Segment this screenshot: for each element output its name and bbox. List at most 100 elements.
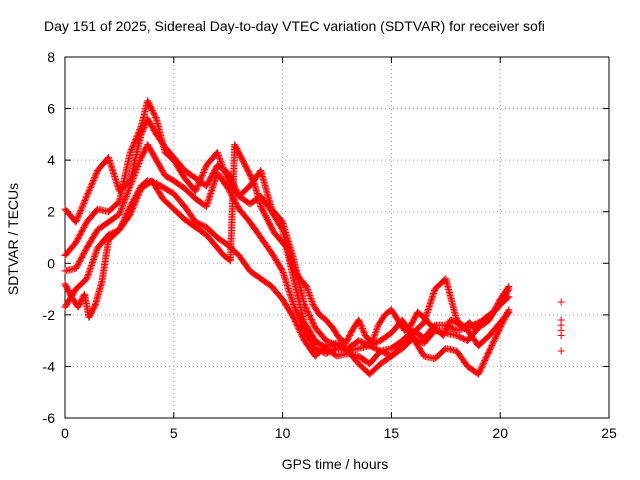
data-point [74, 214, 82, 222]
x-tick-label: 5 [170, 425, 178, 441]
data-point [131, 170, 139, 178]
data-point [136, 125, 144, 133]
data-point [89, 176, 97, 184]
data-point [504, 307, 512, 315]
data-point [127, 180, 135, 188]
data-point [198, 173, 206, 181]
data-point [131, 138, 139, 146]
data-point [83, 273, 91, 281]
data-point [133, 195, 141, 203]
data-point [373, 326, 381, 334]
data-point [132, 197, 140, 205]
data-point [221, 169, 229, 177]
data-point [292, 306, 300, 314]
data-point [199, 170, 207, 178]
data-point [76, 209, 84, 217]
data-point [76, 208, 84, 216]
data-point [125, 186, 133, 194]
x-tick-label: 0 [61, 425, 69, 441]
data-point [135, 190, 143, 198]
data-point [89, 257, 97, 265]
data-point [193, 183, 201, 191]
data-points [61, 97, 565, 378]
data-point [92, 250, 100, 258]
data-point [134, 161, 142, 169]
y-tick-label: -4 [43, 358, 56, 374]
data-point [130, 171, 138, 179]
data-point [505, 285, 513, 293]
data-point [80, 198, 88, 206]
data-point [293, 308, 301, 316]
data-point [557, 298, 565, 306]
data-point [130, 173, 138, 181]
data-point [308, 298, 316, 306]
data-point [217, 159, 225, 167]
data-point [125, 185, 133, 193]
data-point [222, 171, 230, 179]
data-point [131, 137, 139, 145]
data-point [199, 168, 207, 176]
data-point [303, 282, 311, 290]
data-point [135, 128, 143, 136]
data-point [80, 199, 88, 207]
axes [64, 56, 610, 419]
data-point [371, 330, 379, 338]
data-point [117, 206, 125, 214]
data-point [128, 144, 136, 152]
data-point [218, 160, 226, 168]
data-point [135, 127, 143, 135]
y-tick-label: -2 [43, 307, 56, 323]
data-point [133, 164, 141, 172]
data-point [82, 194, 90, 202]
data-point [192, 186, 200, 194]
data-point [133, 133, 141, 141]
y-tick-label: 0 [47, 255, 55, 271]
data-point [220, 166, 228, 174]
data-point [84, 272, 92, 280]
data-point [123, 189, 131, 197]
data-point [92, 171, 100, 179]
data-point [134, 131, 142, 139]
data-point [85, 267, 93, 275]
data-point [307, 296, 315, 304]
data-point [213, 148, 221, 156]
data-point [504, 286, 512, 294]
data-point [307, 295, 315, 303]
data-point [291, 303, 299, 311]
data-point [290, 302, 298, 310]
data-point [73, 215, 81, 223]
data-point [303, 284, 311, 292]
data-point [87, 261, 95, 269]
data-point [132, 196, 140, 204]
data-point [117, 207, 125, 215]
data-point [77, 207, 85, 215]
data-point [195, 180, 203, 188]
data-point [371, 332, 379, 340]
data-point [72, 218, 80, 226]
data-point [126, 182, 134, 190]
data-point [93, 247, 101, 255]
data-point [557, 331, 565, 339]
data-point [88, 181, 96, 189]
y-tick-label: -6 [43, 410, 56, 426]
data-point [200, 167, 208, 175]
data-point [129, 141, 137, 149]
x-tick-label: 20 [492, 425, 508, 441]
data-point [216, 154, 224, 162]
data-point [293, 309, 301, 317]
data-point [83, 192, 91, 200]
data-point [152, 113, 160, 121]
data-point [85, 187, 93, 195]
y-tick-label: 8 [47, 49, 55, 65]
y-axis-label: SDTVAR / TECUs [5, 183, 21, 295]
data-point [129, 174, 137, 182]
data-point [196, 176, 204, 184]
data-point [131, 200, 139, 208]
data-point [86, 266, 94, 274]
data-point [137, 124, 145, 132]
data-point [215, 153, 223, 161]
data-point [136, 157, 144, 165]
data-point [201, 166, 209, 174]
data-point [304, 286, 312, 294]
